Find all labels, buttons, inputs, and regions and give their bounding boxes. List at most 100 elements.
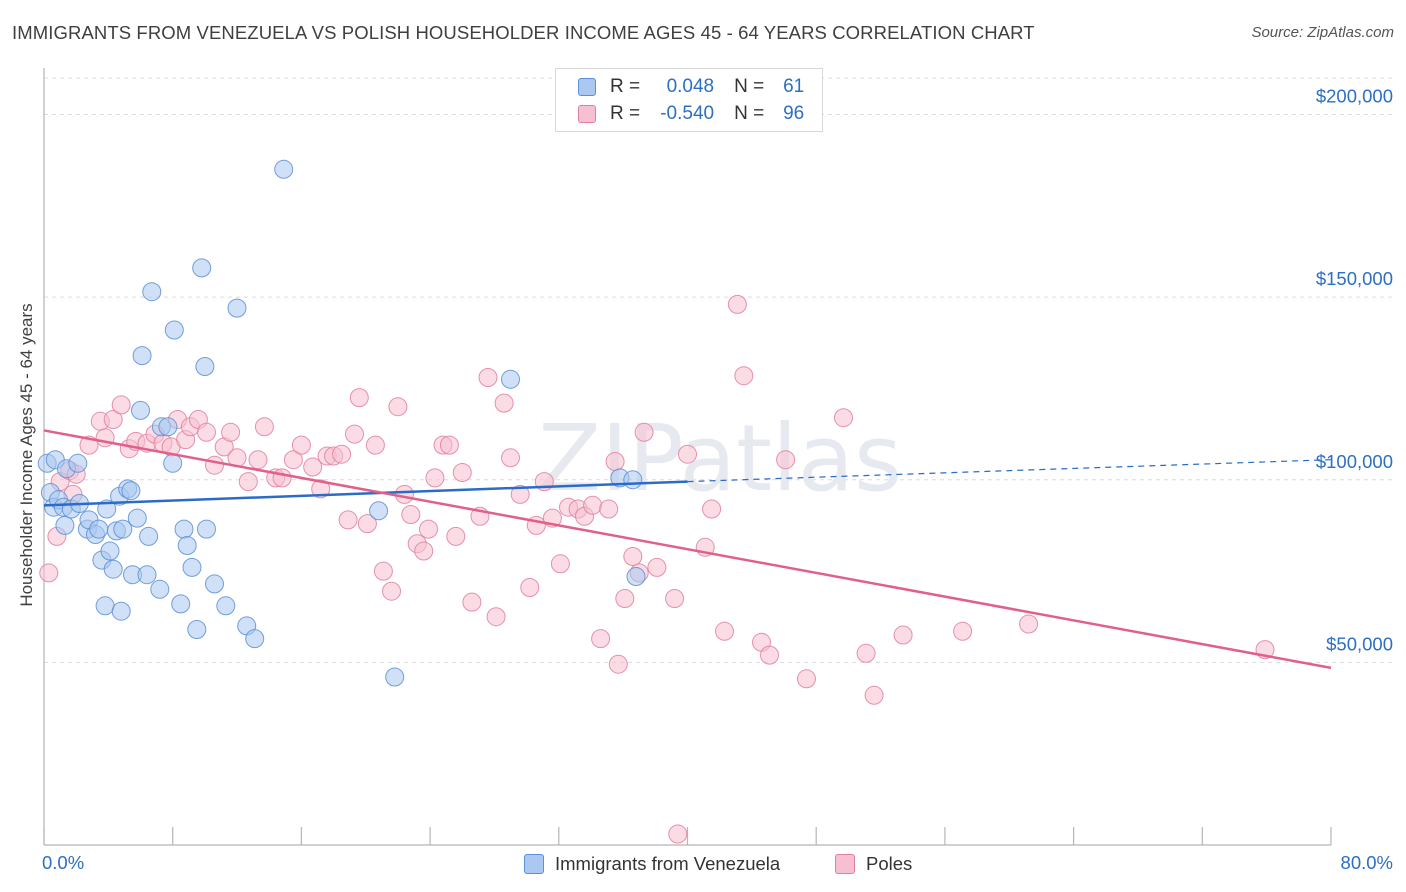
point-poles bbox=[856, 643, 876, 663]
trend-line-venezuela bbox=[43, 480, 688, 507]
point-poles bbox=[419, 519, 438, 539]
point-venezuela bbox=[132, 346, 152, 366]
point-venezuela bbox=[195, 357, 215, 376]
point-poles bbox=[401, 505, 421, 524]
point-poles bbox=[462, 592, 482, 612]
point-venezuela bbox=[385, 667, 405, 687]
y-tick-label: $50,000 bbox=[1326, 633, 1393, 654]
y-axis-label: Householder Income Ages 45 - 64 years bbox=[17, 303, 36, 606]
point-poles bbox=[272, 468, 292, 488]
trend-line-venezuela-projection bbox=[687, 459, 1332, 483]
point-poles bbox=[1019, 614, 1039, 634]
point-venezuela bbox=[274, 159, 294, 179]
source-label: Source: ZipAtlas.com bbox=[1251, 24, 1394, 41]
legend-swatch-poles bbox=[835, 854, 855, 874]
point-poles bbox=[599, 499, 619, 519]
y-tick-label: $100,000 bbox=[1316, 451, 1393, 472]
point-venezuela bbox=[139, 526, 159, 546]
point-poles bbox=[864, 685, 884, 705]
point-venezuela bbox=[158, 417, 178, 437]
point-poles bbox=[373, 561, 393, 581]
point-poles bbox=[615, 589, 635, 608]
point-poles bbox=[623, 547, 643, 566]
trend-line-poles bbox=[43, 429, 1332, 670]
legend-n-label: N = bbox=[734, 103, 765, 124]
legend-r-label: R = bbox=[610, 103, 641, 124]
point-poles bbox=[221, 422, 241, 442]
point-poles bbox=[550, 554, 570, 574]
point-poles bbox=[797, 669, 816, 689]
point-venezuela bbox=[164, 320, 184, 340]
point-poles bbox=[425, 468, 445, 488]
point-venezuela bbox=[113, 519, 133, 539]
point-poles bbox=[510, 484, 530, 504]
point-venezuela bbox=[171, 594, 191, 614]
legend-swatch-poles bbox=[578, 105, 596, 123]
point-poles bbox=[382, 581, 401, 601]
point-venezuela bbox=[121, 481, 141, 501]
point-venezuela bbox=[623, 470, 643, 490]
point-poles bbox=[414, 541, 434, 561]
point-poles bbox=[893, 625, 913, 645]
point-poles bbox=[338, 510, 358, 530]
point-venezuela bbox=[103, 559, 123, 579]
point-poles bbox=[39, 563, 59, 583]
point-poles bbox=[111, 395, 131, 415]
point-poles bbox=[394, 484, 414, 504]
point-venezuela bbox=[111, 601, 131, 621]
y-tick-label: $150,000 bbox=[1316, 268, 1393, 289]
point-poles bbox=[349, 388, 369, 408]
point-poles bbox=[248, 450, 268, 470]
legend-label-poles: Poles bbox=[866, 853, 913, 874]
point-venezuela bbox=[182, 557, 202, 577]
point-poles bbox=[608, 654, 628, 674]
tick-labels: $50,000 $100,000 $150,000 $200,000 0.0% 80.0% bbox=[42, 86, 1393, 873]
legend-n-value: 96 bbox=[783, 103, 805, 124]
point-poles bbox=[357, 514, 377, 534]
legend-row-poles: R = -0.540 N = 96 bbox=[578, 102, 804, 126]
point-poles bbox=[439, 435, 459, 455]
point-venezuela bbox=[68, 453, 88, 473]
point-poles bbox=[311, 479, 331, 499]
legend-r-label: R = bbox=[610, 76, 641, 97]
point-poles bbox=[727, 294, 747, 314]
point-venezuela bbox=[216, 596, 236, 616]
point-poles bbox=[345, 424, 364, 444]
point-poles bbox=[205, 455, 224, 475]
correlation-legend: R = 0.048 N = 61 R = -0.540 N = 96 bbox=[555, 68, 823, 132]
legend-label-venezuela: Immigrants from Venezuela bbox=[555, 853, 781, 874]
point-poles bbox=[501, 448, 520, 468]
legend-r-value: -0.540 bbox=[660, 103, 715, 124]
point-poles bbox=[583, 495, 603, 515]
point-poles bbox=[254, 417, 274, 437]
point-poles bbox=[678, 444, 697, 464]
point-venezuela bbox=[127, 508, 147, 528]
point-poles bbox=[734, 366, 754, 386]
point-venezuela bbox=[100, 541, 120, 561]
point-poles bbox=[605, 452, 625, 471]
point-venezuela bbox=[131, 400, 150, 420]
point-venezuela bbox=[626, 567, 646, 586]
point-venezuela bbox=[55, 515, 75, 535]
point-poles bbox=[388, 397, 408, 417]
point-venezuela bbox=[89, 519, 109, 539]
point-poles bbox=[776, 450, 796, 470]
legend-swatch-venezuela bbox=[578, 78, 596, 96]
point-poles bbox=[197, 422, 216, 442]
point-poles bbox=[365, 435, 385, 455]
point-poles bbox=[760, 645, 779, 665]
point-poles bbox=[478, 368, 498, 387]
legend-item-venezuela: Immigrants from Venezuela bbox=[524, 852, 780, 876]
legend-swatch-venezuela bbox=[524, 854, 544, 874]
point-venezuela bbox=[227, 298, 247, 318]
point-poles bbox=[953, 621, 973, 641]
point-poles bbox=[591, 629, 611, 649]
point-venezuela bbox=[95, 596, 115, 616]
point-poles bbox=[647, 557, 667, 577]
point-venezuela bbox=[163, 453, 183, 473]
point-venezuela bbox=[174, 519, 194, 539]
point-poles bbox=[715, 621, 734, 641]
y-tick-label: $200,000 bbox=[1316, 86, 1393, 107]
point-poles bbox=[452, 463, 472, 482]
